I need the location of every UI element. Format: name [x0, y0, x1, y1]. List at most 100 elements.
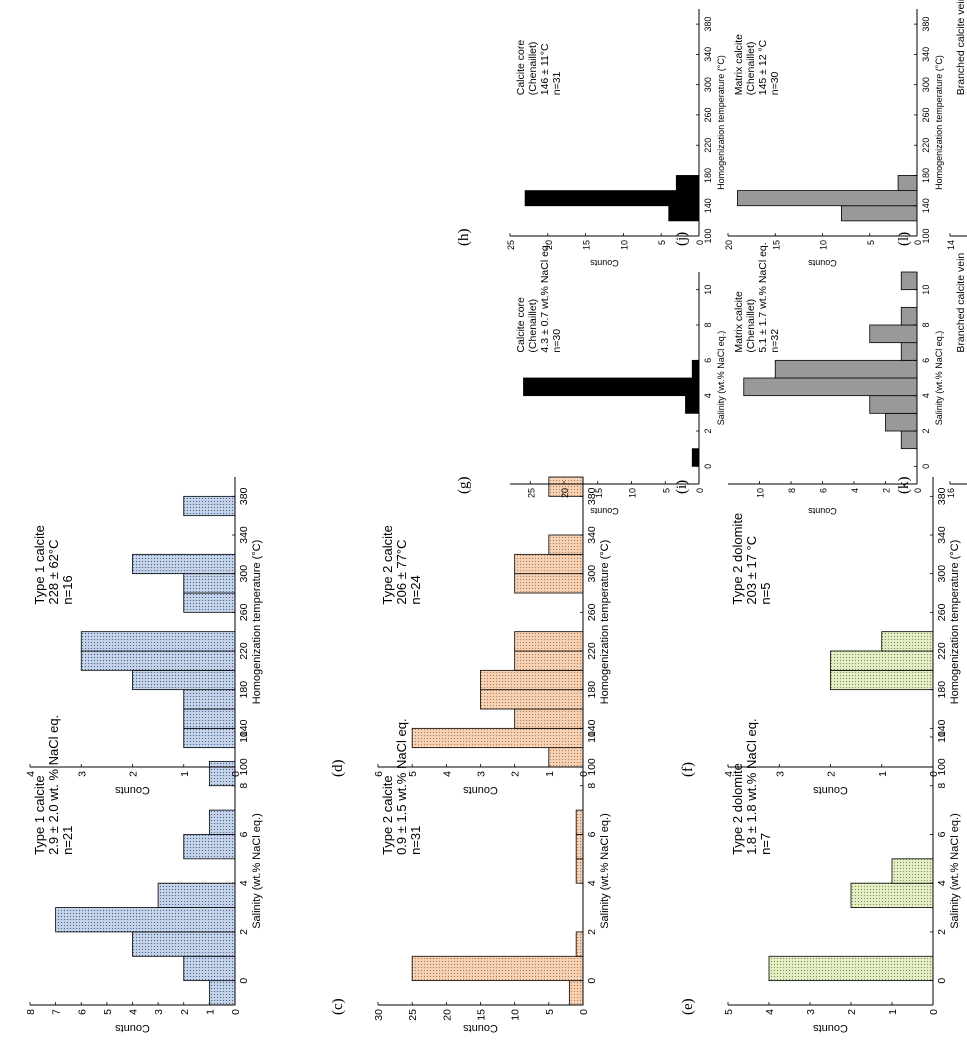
x-axis-label: Homogenization temperature (°C) [934, 55, 944, 190]
panel-letter: (h) [456, 229, 472, 247]
histogram-bar [830, 650, 934, 671]
x-tick-label: 0 [238, 978, 250, 984]
panel-annotation: Matrix calcite [733, 291, 745, 352]
x-tick-label: 0 [921, 464, 931, 469]
histogram-bar [183, 727, 236, 749]
x-tick-label: 220 [703, 138, 713, 153]
histogram-bar [691, 359, 700, 379]
histogram-bar [548, 534, 584, 555]
histogram-bar [55, 907, 236, 933]
x-tick-label: 220 [586, 642, 598, 660]
histogram-bar [208, 980, 236, 1006]
panel-annotation: n=16 [60, 575, 75, 604]
panel-annotation: 146 ± 11°C [539, 43, 551, 95]
y-tick-label: 16 [946, 488, 956, 498]
y-axis-label: Counts [590, 506, 619, 516]
histogram-bar [685, 395, 700, 414]
histogram-bar [514, 553, 584, 575]
y-tick-label: 4 [25, 771, 37, 777]
panel-annotation: 4.3 ± 0.7 wt.% NaCl eq. [539, 242, 551, 352]
x-tick-label: 380 [586, 487, 598, 505]
panel-letter: (g) [456, 477, 472, 495]
x-tick-label: 140 [238, 719, 250, 737]
panel-annotation: 5.1 ± 1.7 wt.% NaCl eq. [757, 242, 769, 352]
x-tick-label: 340 [936, 526, 948, 544]
y-tick-label: 10 [628, 488, 638, 498]
histogram-bar [900, 342, 918, 361]
x-tick-label: 2 [921, 428, 931, 433]
y-tick-label: 20 [544, 240, 554, 250]
histogram-bar [869, 395, 918, 414]
y-tick-label: 5 [407, 771, 419, 777]
y-tick-label: 0 [928, 771, 940, 777]
y-axis-label: Counts [115, 784, 150, 796]
x-tick-label: 10 [921, 285, 931, 295]
x-tick-label: 300 [586, 565, 598, 583]
panel-annotation: 206 ± 77°C [394, 539, 409, 604]
y-tick-label: 2 [826, 771, 838, 777]
x-tick-label: 180 [703, 168, 713, 183]
panel-annotation: Type 2 calcite [380, 525, 395, 605]
histogram-bar [885, 412, 918, 432]
y-tick-label: 0 [695, 240, 705, 245]
x-tick-label: 380 [703, 17, 713, 32]
histogram-bar [881, 631, 934, 652]
y-tick-label: 15 [476, 1009, 488, 1021]
y-tick-label: 5 [102, 1009, 114, 1015]
histogram-bar [743, 377, 918, 397]
x-tick-label: 100 [936, 758, 948, 776]
panel-annotation: (Chenaillet) [745, 42, 757, 96]
panel-annotation: n=30 [551, 329, 563, 353]
x-axis-label: Salinity (wt.% NaCl eq.) [949, 813, 961, 929]
histogram-bar [183, 573, 236, 594]
y-tick-label: 5 [866, 240, 876, 245]
histogram-bar [208, 809, 236, 835]
panel-annotation: Calcite core [515, 297, 527, 353]
histogram-bar [897, 175, 918, 191]
x-tick-label: 8 [703, 322, 713, 327]
x-axis-label: Homogenization temperature (°C) [599, 540, 611, 705]
x-tick-label: 300 [921, 77, 931, 92]
histogram-bar [768, 955, 934, 982]
x-tick-label: 100 [703, 228, 713, 243]
panel-letter: (l) [896, 232, 912, 246]
panel-annotation: (Chenaillet) [527, 42, 539, 96]
x-tick-label: 100 [238, 758, 250, 776]
histogram-bar [737, 190, 918, 207]
y-tick-label: 20 [724, 240, 734, 250]
y-tick-label: 6 [373, 771, 385, 777]
y-tick-label: 3 [476, 771, 488, 777]
y-tick-label: 4 [850, 488, 860, 493]
y-axis-label: Counts [590, 258, 619, 268]
histogram-bar [900, 306, 918, 326]
x-tick-label: 8 [586, 783, 598, 789]
histogram-bar [575, 931, 584, 957]
x-tick-label: 180 [921, 168, 931, 183]
x-tick-label: 4 [703, 393, 713, 398]
x-tick-label: 0 [586, 978, 598, 984]
x-tick-label: 8 [921, 322, 931, 327]
x-tick-label: 340 [921, 47, 931, 62]
x-tick-label: 340 [586, 526, 598, 544]
y-axis-label: Counts [808, 258, 837, 268]
y-tick-label: 3 [76, 771, 88, 777]
x-tick-label: 10 [936, 731, 948, 743]
panel-annotation: 228 ± 62°C [46, 539, 61, 604]
y-tick-label: 2 [128, 771, 140, 777]
y-tick-label: 14 [946, 240, 956, 250]
histogram-bar [480, 669, 584, 691]
y-tick-label: 8 [25, 1009, 37, 1015]
panel-annotation: Matrix calcite [733, 34, 745, 95]
histogram-bar [411, 955, 584, 982]
x-tick-label: 180 [936, 681, 948, 699]
x-tick-label: 260 [586, 603, 598, 621]
panel-annotation: n=31 [551, 71, 563, 95]
x-tick-label: 6 [703, 358, 713, 363]
x-tick-label: 2 [238, 929, 250, 935]
x-tick-label: 100 [921, 228, 931, 243]
y-tick-label: 0 [913, 240, 923, 245]
histogram-panel: 100 140 180 220 260 300 340 380 0 1 2 3 4 5 6 Homogeniz… [330, 476, 611, 796]
histogram-bar [900, 271, 918, 291]
histogram-bar [183, 708, 236, 729]
